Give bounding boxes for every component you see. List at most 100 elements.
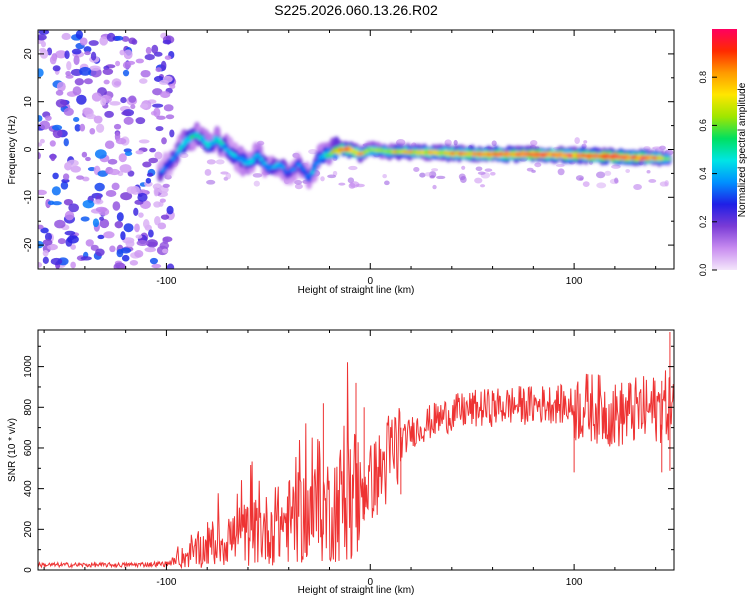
spectrogram-ridge-cell (174, 152, 180, 156)
spectrogram-noise-blob (124, 151, 133, 156)
spectrogram-noise-blob (160, 60, 167, 71)
spectrogram-noise-blob (64, 230, 76, 236)
snr-x-tick-label: 0 (367, 577, 373, 588)
snr-x-tick-label: 100 (566, 577, 583, 588)
spectrogram-ridge-cell (183, 140, 189, 144)
spectrogram-y-tick-label: -20 (23, 237, 34, 252)
spectrogram-noise-blob (81, 151, 88, 158)
spectrogram-noise-blob (40, 227, 49, 234)
spectrogram-ridge-cell (302, 170, 308, 174)
spectrogram-noise-blob (83, 78, 93, 85)
snr-y-tick-label: 0 (23, 567, 34, 573)
spectrogram-noise-blob (39, 120, 51, 130)
spectrogram-noise-blob (332, 170, 338, 177)
spectrogram-noise-blob (56, 81, 66, 92)
spectrogram-noise-blob (144, 247, 157, 253)
spectrogram-noise-blob (413, 166, 420, 172)
spectrogram-noise-blob (133, 207, 139, 217)
spectrogram-noise-blob (51, 201, 62, 206)
spectrogram-noise-blob (134, 249, 144, 258)
spectrogram-noise-blob (162, 183, 170, 188)
spectrogram-noise-blob (556, 163, 565, 168)
spectrogram-noise-blob (557, 168, 565, 176)
spectrogram-ridge-cell (178, 146, 183, 150)
snr-y-tick-label: 400 (23, 480, 34, 497)
spectrogram-noise-blob (102, 68, 114, 75)
spectrogram-noise-blob (52, 128, 63, 139)
spectrogram-noise-blob (155, 67, 162, 73)
spectrogram-noise-blob (44, 115, 52, 121)
spectrogram-noise-blob (94, 182, 105, 192)
spectrogram-noise-blob (85, 239, 94, 247)
spectrogram-noise-blob (118, 153, 127, 163)
spectrogram-noise-blob (80, 216, 90, 222)
spectrogram-noise-blob (579, 177, 584, 181)
spectrogram-noise-blob (61, 32, 71, 41)
spectrogram-ridge-cell (313, 162, 319, 166)
spectrogram-noise-blob (96, 123, 105, 133)
spectrogram-noise-blob (646, 169, 651, 174)
spectrogram-ridge-cell (176, 148, 182, 152)
spectrogram-noise-blob (42, 239, 53, 246)
spectrogram-ridge-cell (231, 153, 237, 157)
spectrogram-noise-blob (125, 240, 135, 248)
spectrogram-ridge-cell (315, 160, 321, 164)
spectrogram-noise-blob (206, 159, 216, 165)
spectrogram-noise-blob (42, 256, 49, 264)
spectrogram-noise-blob (99, 36, 108, 46)
spectrogram-ridge-cell (172, 154, 178, 158)
spectrogram-noise-blob (50, 153, 56, 162)
spectrogram-noise-blob (142, 219, 150, 229)
spectrogram-noise-blob (611, 164, 621, 169)
colorbar: 0.0 0.2 0.4 0.6 0.8 Normalized spectral ampl… (698, 29, 748, 276)
spectrogram-noise-blob (162, 237, 169, 244)
spectrogram-noise-blob (65, 71, 72, 77)
spectrogram-noise-blob (429, 175, 435, 179)
spectrogram-noise-blob (633, 184, 642, 191)
spectrogram-noise-blob (42, 249, 49, 257)
spectrogram-noise-blob (80, 256, 92, 261)
colorbar-tick-label: 0.6 (698, 119, 708, 132)
spectrogram-noise-blob (74, 78, 85, 86)
spectrogram-noise-blob (165, 114, 175, 120)
spectrogram-noise-blob (75, 30, 83, 40)
spectrogram-noise-blob (436, 175, 446, 180)
spectrogram-noise-blob (62, 173, 70, 181)
spectrogram-noise-blob (479, 184, 486, 188)
spectrogram-noise-blob (39, 47, 47, 53)
spectrogram-noise-blob (169, 84, 176, 89)
spectrogram-noise-blob (64, 210, 75, 221)
spectrogram-noise-blob (159, 198, 166, 203)
spectrogram-noise-blob (204, 169, 212, 176)
spectrogram-noise-blob (38, 240, 44, 249)
spectrogram-noise-blob (424, 172, 432, 177)
spectrogram-noise-blob (63, 138, 69, 147)
colorbar-gradient (712, 29, 737, 270)
spectrogram-noise-blob (121, 254, 130, 262)
spectrogram-noise-blob (38, 152, 41, 160)
spectrogram-noise-blob (160, 214, 170, 220)
spectrogram-noise-blob (116, 212, 124, 222)
spectrogram-noise-blob (460, 176, 467, 184)
spectrogram-noise-blob (92, 218, 100, 228)
spectrogram-noise-blob (70, 244, 77, 250)
spectrogram-noise-blob (79, 123, 86, 132)
spectrogram-noise-blob (64, 50, 70, 60)
colorbar-tick-label: 0.2 (698, 216, 708, 229)
spectrogram-noise-blob (114, 35, 124, 41)
spectrogram-noise-blob (121, 36, 130, 42)
spectrogram-noise-blob (85, 113, 97, 120)
spectrogram-noise-blob (82, 176, 90, 182)
spectrogram-noise-blob (123, 49, 133, 60)
spectrogram-noise-blob (90, 51, 97, 61)
spectrogram-noise-blob (127, 170, 135, 177)
spectrogram-noise-blob (97, 170, 109, 177)
spectrogram-noise-blob (148, 229, 154, 238)
spectrogram-ridge-cell (297, 164, 303, 167)
spectrogram-ridge-cell (273, 164, 279, 168)
spectrogram-noise-blob (154, 151, 163, 160)
spectrogram-noise-blob (338, 182, 346, 186)
spectrogram-noise-blob (146, 239, 158, 248)
spectrogram-noise-blob (105, 190, 117, 197)
